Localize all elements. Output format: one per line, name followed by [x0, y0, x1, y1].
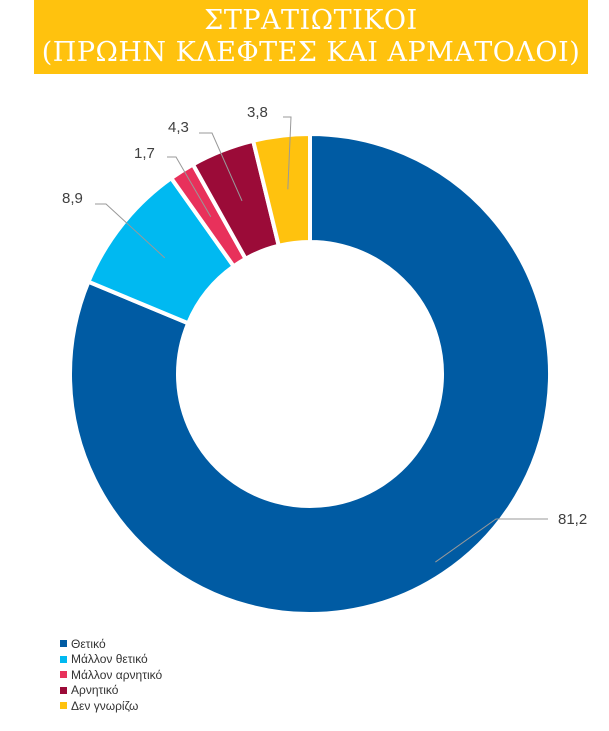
chart-title-line-1: ΣΤΡΑΤΙΩΤΙΚΟΙ: [204, 5, 418, 36]
legend-item-5: Δεν γνωρίζω: [60, 698, 162, 714]
leader-line-2: [95, 203, 166, 259]
title-banner: ΣΤΡΑΤΙΩΤΙΚΟΙ (ΠΡΩΗΝ ΚΛΕΦΤΕΣ ΚΑΙ ΑΡΜΑΤΟΛΟ…: [34, 0, 588, 74]
slice-5: [250, 131, 312, 249]
legend-label: Αρνητικό: [71, 683, 119, 698]
chart-legend: Θετικό Μάλλον θετικό Μάλλον αρνητικό Αρνητι…: [60, 636, 162, 714]
data-label-5: 3,8: [247, 104, 268, 121]
data-label-2: 8,9: [62, 190, 83, 207]
legend-label: Μάλλον αρνητικό: [71, 667, 163, 682]
legend-item-2: Μάλλον θετικό: [60, 652, 162, 668]
chart-title-line-2: (ΠΡΩΗΝ ΚΛΕΦΤΕΣ ΚΑΙ ΑΡΜΑΤΟΛΟΙ): [41, 37, 581, 68]
data-label-3: 1,7: [134, 145, 155, 162]
legend-swatch: [60, 671, 67, 679]
data-label-4: 4,3: [168, 119, 189, 136]
legend-item-4: Αρνητικό: [60, 683, 162, 699]
data-label-1: 81,2: [558, 511, 587, 528]
legend-label: Θετικό: [71, 636, 106, 651]
leader-line-5: [283, 116, 292, 190]
slice-1: [68, 131, 552, 616]
legend-swatch: [60, 702, 67, 710]
leader-line-3: [167, 156, 212, 217]
legend-swatch: [60, 640, 67, 648]
legend-swatch: [60, 655, 67, 663]
legend-label: Μάλλον θετικό: [71, 652, 148, 667]
leader-line-4: [199, 132, 243, 202]
legend-item-3: Μάλλον αρνητικό: [60, 667, 162, 683]
legend-item-1: Θετικό: [60, 636, 162, 652]
legend-label: Δεν γνωρίζω: [71, 698, 139, 713]
leader-line-1: [435, 518, 548, 563]
legend-swatch: [60, 686, 67, 694]
